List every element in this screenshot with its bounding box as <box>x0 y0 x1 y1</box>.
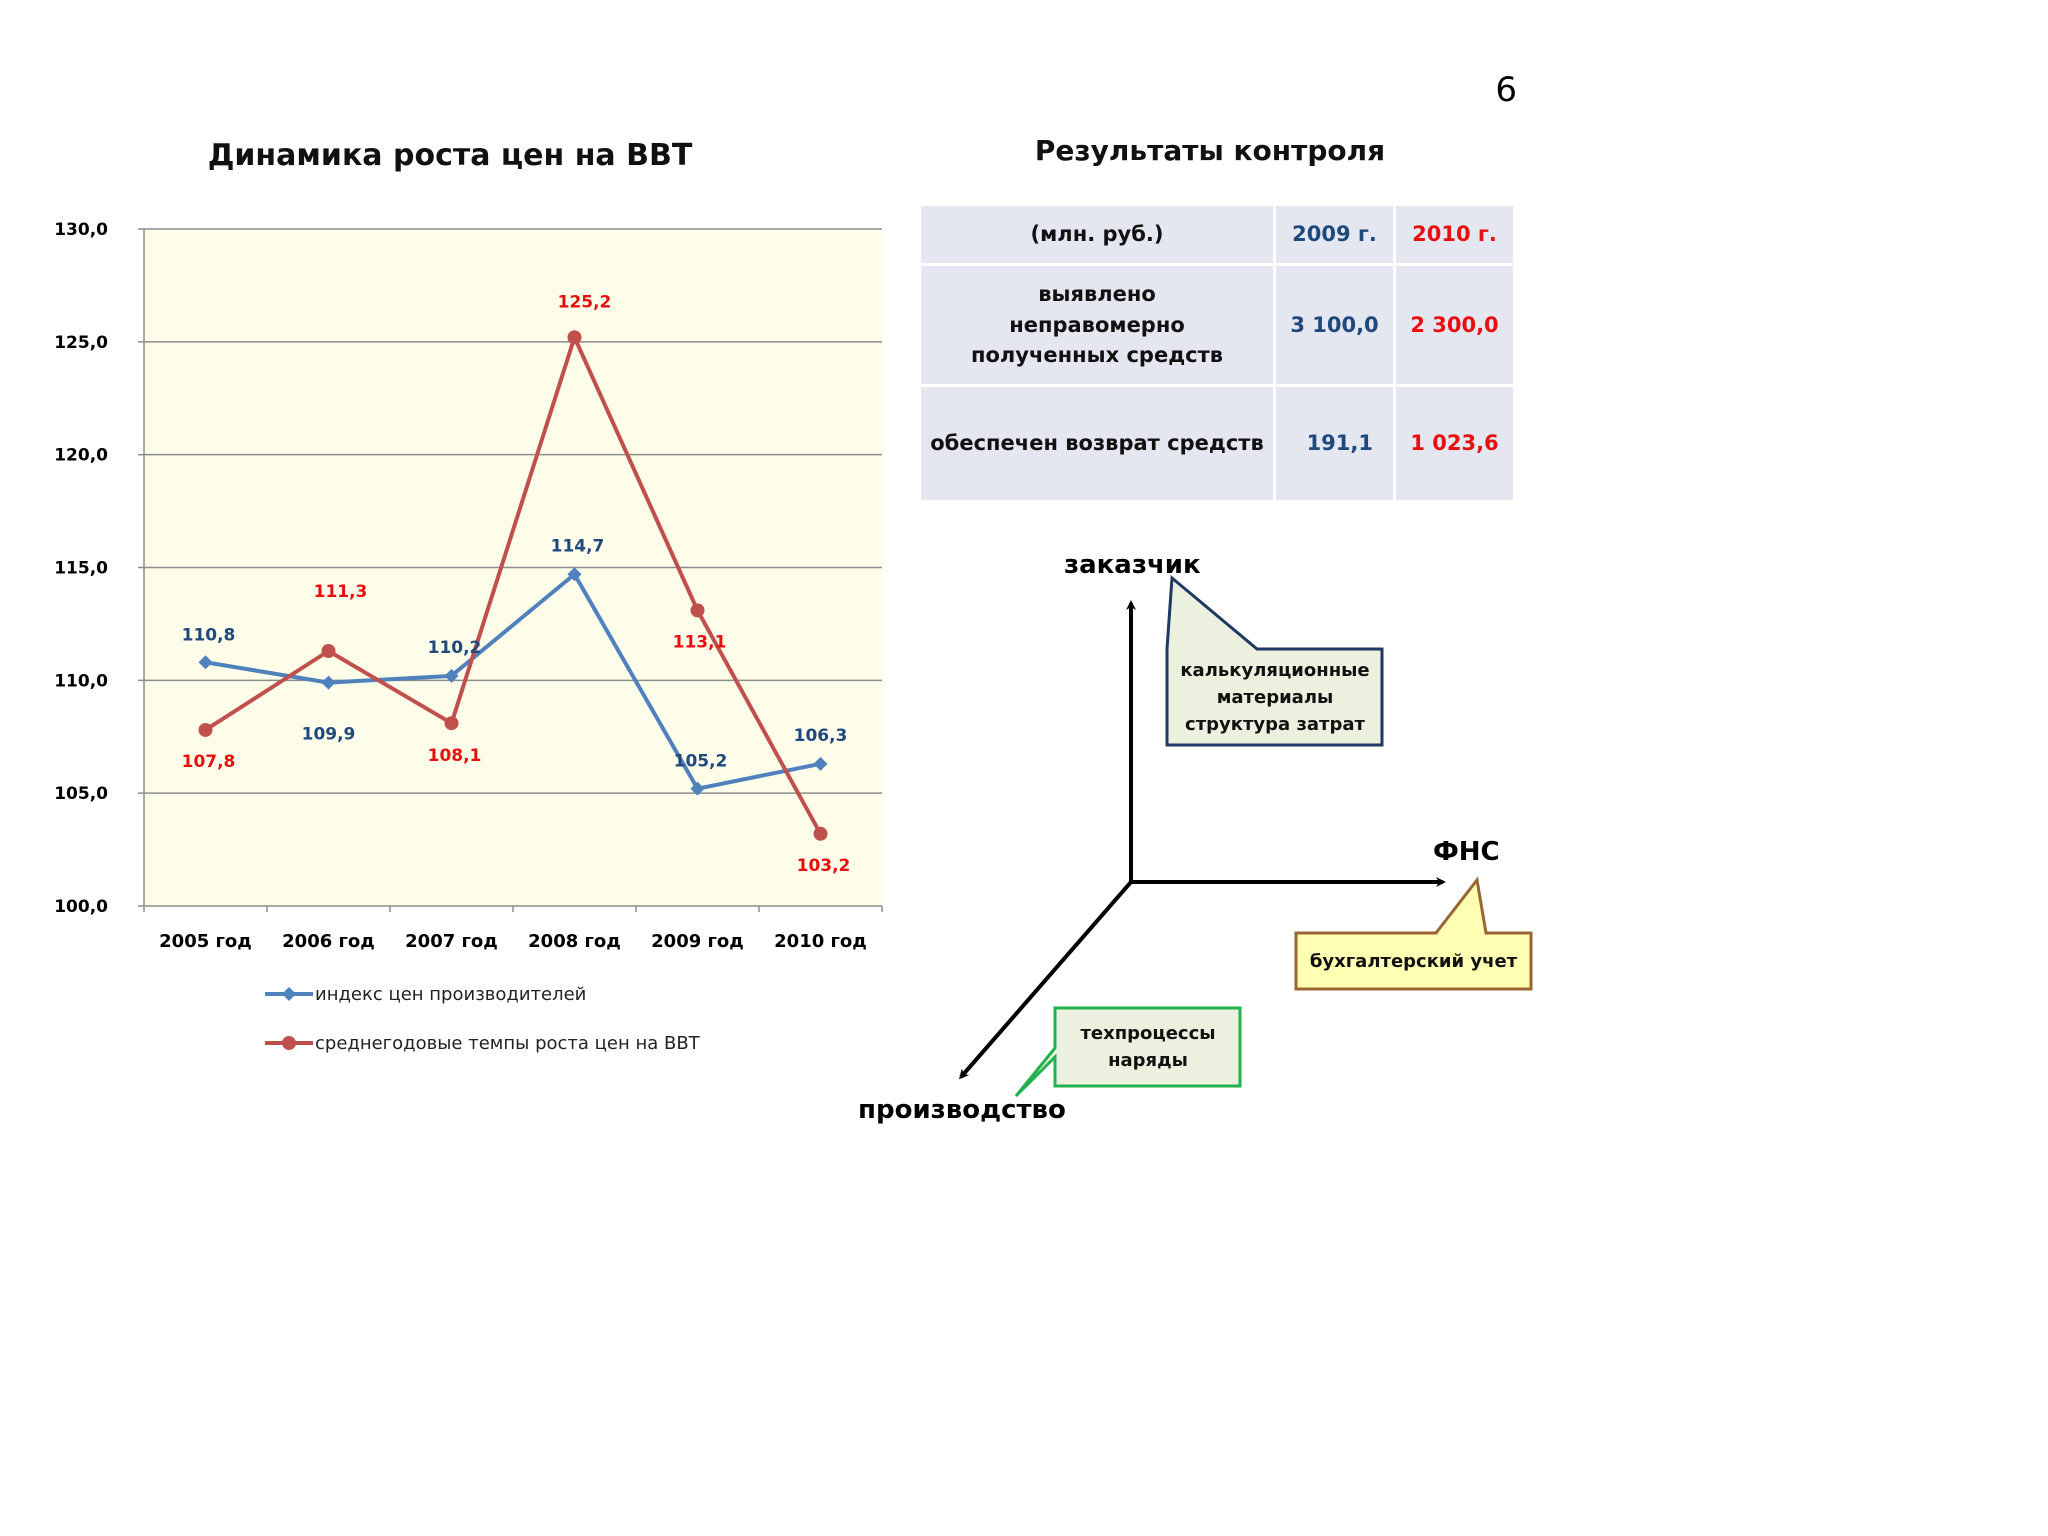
data-point-circle <box>444 716 459 731</box>
x-tick-label: 2008 год <box>528 931 621 952</box>
axes <box>138 228 883 912</box>
data-label: 107,8 <box>182 752 236 772</box>
y-tick-label: 100,0 <box>54 897 108 917</box>
data-point-diamond <box>198 655 213 670</box>
x-tick-labels: 2005 год 2006 год 2007 год 2008 год 2009 год… <box>159 931 867 952</box>
data-label: 110,8 <box>182 625 236 645</box>
data-point-circle <box>813 826 828 841</box>
row-2-value-2010: 1 023,6 <box>1396 387 1513 500</box>
x-tick-label: 2007 год <box>405 931 498 952</box>
axis-label-production: производство <box>858 1095 1066 1125</box>
data-label: 113,1 <box>673 632 727 652</box>
row-2-label: обеспечен возврат средств <box>930 431 1264 456</box>
row-1-value-2009: 3 100,0 <box>1276 266 1393 384</box>
callout-fns-shape <box>1294 876 1533 991</box>
data-label: 114,7 <box>551 536 605 556</box>
callout-customer-line: материалы <box>1216 687 1334 708</box>
callout-customer-shape <box>1165 574 1384 747</box>
y-tick-label: 125,0 <box>54 333 108 353</box>
row-2-value-2009: 191,1 <box>1276 387 1393 500</box>
y-tick-label: 115,0 <box>54 559 108 579</box>
results-title: Результаты контроля <box>1034 134 1386 167</box>
legend-label: индекс цен производителей <box>315 984 586 1005</box>
callout-fns-text: бухгалтерский учет <box>1309 951 1518 972</box>
callout-production-shape <box>1014 1006 1242 1098</box>
callout-production-line: наряды <box>1108 1050 1188 1071</box>
data-point-circle <box>690 603 705 618</box>
data-point-circle <box>567 330 582 345</box>
data-label: 105,2 <box>674 752 728 772</box>
gridlines <box>144 228 882 794</box>
x-tick-label: 2006 год <box>282 931 375 952</box>
data-point-diamond <box>321 675 336 690</box>
data-label: 108,1 <box>428 746 482 766</box>
data-label: 109,9 <box>302 725 356 745</box>
legend-label: среднегодовые темпы роста цен на ВВТ <box>315 1033 701 1054</box>
table-header-unit: (млн. руб.) <box>921 206 1273 263</box>
callout-production-line: техпроцессы <box>1080 1023 1216 1044</box>
axis-production-arrow <box>959 880 1133 1080</box>
y-tick-label: 105,0 <box>54 784 108 804</box>
axis-label-customer: заказчик <box>1064 550 1201 580</box>
callout-customer-line: калькуляционные <box>1180 660 1370 681</box>
series-line-2 <box>204 335 823 835</box>
data-point-circle <box>198 722 213 737</box>
table-header-2009: 2009 г. <box>1276 206 1393 263</box>
data-label: 103,2 <box>797 856 851 876</box>
x-tick-label: 2005 год <box>159 931 252 952</box>
data-label: 111,3 <box>314 582 368 602</box>
y-tick-label: 120,0 <box>54 446 108 466</box>
legend-marker <box>282 987 296 1001</box>
callout-customer-text: калькуляционные материалы структура затр… <box>1170 657 1380 738</box>
row-1-label: выявлено неправомерно полученных средств <box>970 282 1224 368</box>
table-header-2010: 2010 г. <box>1396 206 1513 263</box>
data-labels: 110,8 109,9 110,2 114,7 105,2 106,3 107,8 111,3… <box>182 292 851 875</box>
data-label: 125,2 <box>558 292 612 312</box>
table-row-label: выявлено неправомерно полученных средств <box>921 266 1273 384</box>
series-line-1 <box>205 572 821 791</box>
data-point-diamond <box>690 781 705 796</box>
callout-production-text: техпроцессы наряды <box>1058 1020 1238 1074</box>
data-label: 106,3 <box>794 726 848 746</box>
chart-title: Динамика роста цен на ВВТ <box>207 138 693 173</box>
page-number: 6 <box>1495 70 1517 110</box>
x-tick-label: 2009 год <box>651 931 744 952</box>
row-1-value-2010: 2 300,0 <box>1396 266 1513 384</box>
data-label: 110,2 <box>428 638 482 658</box>
y-tick-labels: 100,0 105,0 110,0 115,0 120,0 125,0 130,0 <box>54 220 108 917</box>
data-point-circle <box>321 643 336 658</box>
y-tick-label: 130,0 <box>54 220 108 240</box>
results-table: (млн. руб.) 2009 г. 2010 г. выявлено неп… <box>921 206 1513 500</box>
x-tick-label: 2010 год <box>774 931 867 952</box>
data-point-diamond <box>567 567 582 582</box>
legend: индекс цен производителей среднегодовые т… <box>265 984 701 1054</box>
chart-svg: 100,0 105,0 110,0 115,0 120,0 125,0 130,0 2005… <box>54 220 1533 1098</box>
data-point-diamond <box>444 668 459 683</box>
series <box>198 330 828 841</box>
axis-label-fns: ФНС <box>1433 837 1500 867</box>
data-point-diamond <box>813 756 828 771</box>
legend-marker <box>282 1036 296 1050</box>
table-row-label: обеспечен возврат средств <box>921 387 1273 500</box>
callout-customer-line: структура затрат <box>1185 714 1365 735</box>
y-tick-label: 110,0 <box>54 671 108 691</box>
